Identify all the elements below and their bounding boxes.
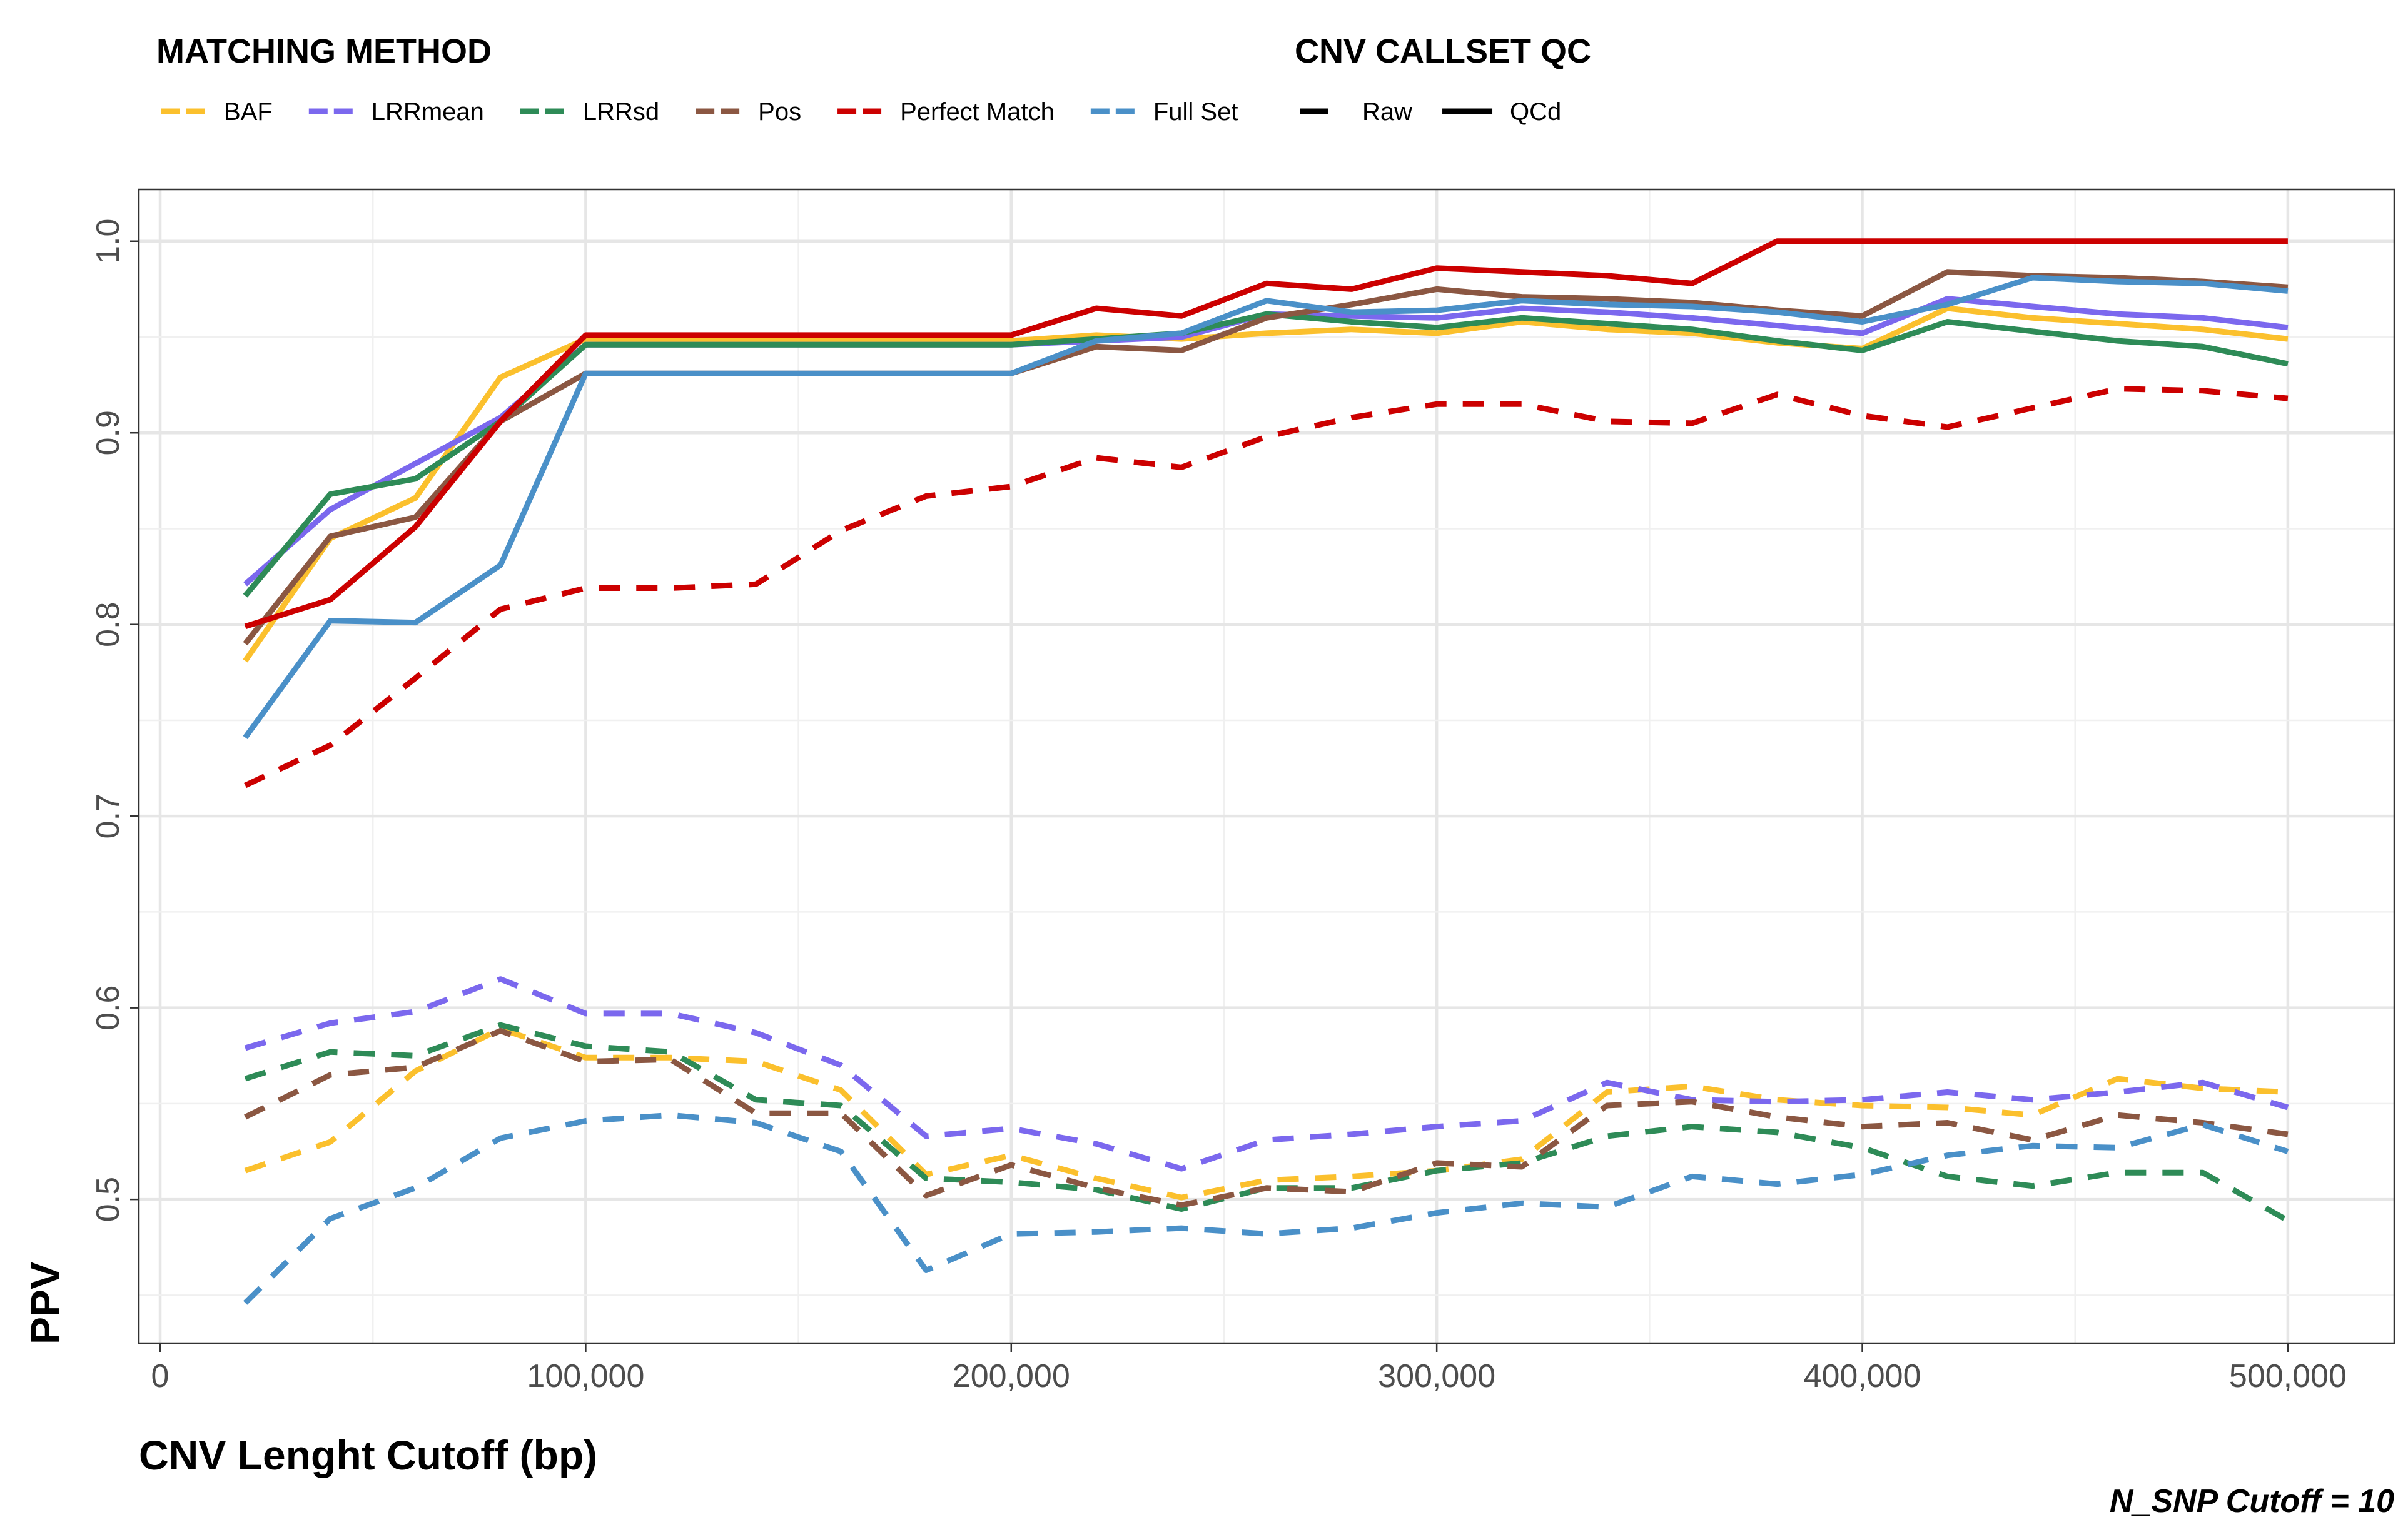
series-lines [243,238,2290,1305]
legend-label-perfect-match: Perfect Match [900,98,1055,126]
y-tick-label: 1.0 [90,219,126,264]
y-tick-label: 0.8 [90,602,126,647]
y-tick-label: 0.5 [90,1177,126,1222]
x-tick-label: 200,000 [953,1358,1070,1394]
legend-method-items: BAF LRRmean LRRsd Pos Perfect Match Full Set [161,98,1238,126]
series-line-baf-raw [244,1026,2289,1201]
x-tick-label: 400,000 [1804,1358,1921,1394]
y-axis-title: PPV [22,1262,68,1344]
series-line-lrrmean-raw [244,976,2289,1172]
y-tick-label: 0.7 [90,794,126,839]
series-line-full-set-raw [243,1112,2289,1305]
legend-label-qcd: QCd [1510,98,1561,126]
x-axis: 0 100,000 200,000 300,000 400,000 500,000 [151,1343,2347,1394]
gridlines [139,189,2394,1343]
series-line-perfect-match-qcd [244,238,2288,630]
legend-label-raw: Raw [1362,98,1412,126]
y-tick-label: 0.9 [90,410,126,455]
x-tick-label: 0 [151,1358,169,1394]
series-line-lrrsd-raw [244,1022,2290,1223]
legend-method-title: MATCHING METHOD [156,33,492,70]
legend-callset-qc: CNV CALLSET QC Raw QCd [1295,33,1591,126]
plot-panel [138,188,2395,1344]
legend-qc-title: CNV CALLSET QC [1295,33,1591,70]
x-tick-label: 100,000 [527,1358,644,1394]
legend-label-baf: BAF [224,98,273,126]
n-snp-caption: N_SNP Cutoff = 10 [2110,1483,2394,1519]
legend-label-lrrsd: LRRsd [583,98,659,126]
series-line-full-set-qcd [243,275,2289,740]
legend-label-full-set: Full Set [1153,98,1238,126]
panel-background [139,189,2394,1343]
series-line-lrrsd-qcd [243,311,2289,598]
legend-qc-items: Raw QCd [1300,98,1561,126]
y-tick-label: 0.6 [90,985,126,1031]
x-tick-label: 500,000 [2229,1358,2347,1394]
legend-matching-method: MATCHING METHOD BAF LRRmean LRRsd Pos Perfec… [156,33,1238,126]
legend-label-lrrmean: LRRmean [372,98,484,126]
legend-label-pos: Pos [758,98,801,126]
series-line-pos-raw [244,1027,2289,1208]
y-axis: 0.5 0.6 0.7 0.8 0.9 1.0 [90,219,139,1222]
panel-border [138,188,2395,1344]
x-tick-label: 300,000 [1378,1358,1495,1394]
series-line-perfect-match-raw [244,386,2289,789]
x-axis-title: CNV Lenght Cutoff (bp) [139,1432,597,1478]
